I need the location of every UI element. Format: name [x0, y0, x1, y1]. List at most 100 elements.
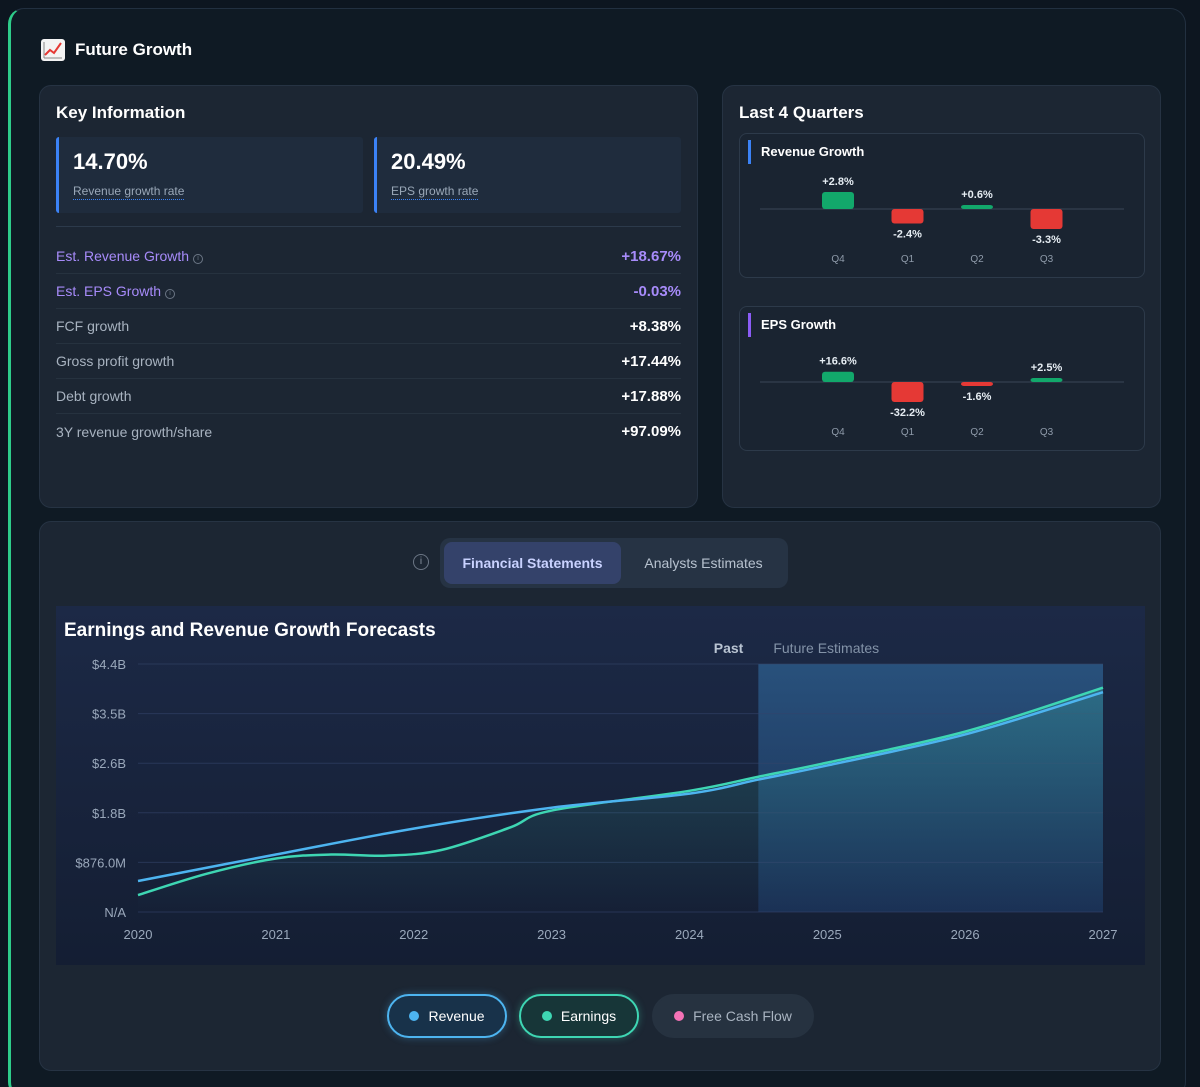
quarter-bar[interactable]: [822, 371, 854, 382]
metric-label: 3Y revenue growth/share: [56, 423, 213, 440]
quarter-label: Q2: [970, 254, 984, 265]
key-information-title: Key Information: [56, 103, 186, 122]
tab-analysts-estimates[interactable]: Analysts Estimates: [644, 555, 763, 571]
revenue-growth-quarters: Revenue Growth +2.8% Q4 -2.4% Q1 +0.6% Q2 -3.3…: [739, 133, 1145, 278]
section-header: Future Growth: [41, 39, 192, 61]
legend-dot: [409, 1011, 420, 1021]
chart-increasing-icon: [41, 39, 65, 61]
x-tick-label: 2023: [537, 927, 566, 942]
metric-label: Est. Revenue Growth: [56, 248, 190, 264]
kpi-label[interactable]: EPS growth rate: [391, 184, 479, 200]
quarter-label: Q2: [970, 427, 984, 438]
x-tick-label: 2026: [951, 927, 980, 942]
metric-label: Gross profit growth: [56, 353, 175, 369]
quarter-bar[interactable]: [961, 205, 993, 209]
metric-value: +17.88%: [621, 387, 681, 405]
quarter-label: Q3: [1040, 254, 1054, 265]
y-tick-label: $4.4B: [92, 657, 126, 672]
future-estimates-label: Future Estimates: [773, 640, 879, 656]
legend-dot: [541, 1011, 552, 1021]
y-tick-label: $876.0M: [75, 855, 126, 870]
metric-row-debt-growth: Debt growth +17.88%: [56, 379, 681, 414]
y-tick-label: $1.8B: [92, 806, 126, 821]
legend-label: Earnings: [560, 1008, 617, 1024]
past-label: Past: [714, 640, 744, 656]
statement-tabs: Financial Statements Analysts Estimates: [440, 538, 788, 588]
metric-row-gross-profit-growth: Gross profit growth +17.44%: [56, 344, 681, 379]
panel-title: Revenue Growth: [748, 140, 864, 164]
quarter-label: Q1: [901, 427, 915, 438]
kpi-value: 14.70%: [73, 149, 148, 174]
quarter-bar[interactable]: [891, 209, 924, 224]
series-line-earnings[interactable]: [137, 686, 1104, 897]
bar-value-label: -1.6%: [963, 391, 992, 403]
y-tick-label: $2.6B: [92, 756, 126, 771]
legend-label: Free Cash Flow: [693, 1008, 792, 1024]
eps-growth-quarters: EPS Growth +16.6% Q4 -32.2% Q1 -1.6% Q2 +2.5% Q…: [739, 306, 1145, 451]
bar-value-label: +2.8%: [822, 176, 854, 188]
quarter-label: Q1: [901, 254, 915, 265]
metric-row-3y-revenue-growth-share: 3Y revenue growth/share +97.09%: [56, 414, 681, 449]
y-tick-label: $3.5B: [92, 707, 126, 722]
metric-label: Est. EPS Growth: [56, 283, 162, 299]
kpi-revenue-growth-rate: 14.70% Revenue growth rate: [56, 137, 363, 213]
metric-value: +17.44%: [621, 352, 681, 370]
key-information-card: Key Information 14.70% Revenue growth ra…: [39, 85, 698, 508]
x-tick-label: 2020: [124, 927, 153, 942]
metric-value: +8.38%: [629, 317, 681, 335]
info-icon[interactable]: i: [165, 289, 176, 299]
info-icon[interactable]: i: [413, 554, 429, 570]
quarter-label: Q4: [831, 427, 845, 438]
legend-label: Revenue: [428, 1008, 485, 1024]
metric-row-fcf-growth: FCF growth +8.38%: [56, 309, 681, 344]
legend-earnings-toggle[interactable]: Earnings: [519, 994, 639, 1038]
chart-title: Earnings and Revenue Growth Forecasts: [64, 620, 436, 641]
metric-label: FCF growth: [56, 318, 130, 334]
tab-financial-statements[interactable]: Financial Statements: [444, 542, 621, 584]
panel-title: EPS Growth: [748, 313, 836, 337]
quarter-bar[interactable]: [1030, 378, 1063, 382]
kpi-eps-growth-rate: 20.49% EPS growth rate: [374, 137, 681, 213]
bar-value-label: -2.4%: [893, 229, 922, 241]
quarter-bar[interactable]: [961, 382, 993, 386]
bar-value-label: +0.6%: [961, 189, 993, 201]
divider: [56, 226, 681, 227]
last-4-quarters-title: Last 4 Quarters: [739, 103, 864, 122]
metric-row-est-eps-growth: Est. EPS Growth i -0.03%: [56, 274, 681, 309]
section-title: Future Growth: [75, 40, 193, 59]
legend-free-cash-flow-toggle[interactable]: Free Cash Flow: [652, 994, 814, 1038]
x-tick-label: 2027: [1089, 927, 1118, 942]
kpi-label[interactable]: Revenue growth rate: [73, 184, 185, 200]
forecast-chart-panel: Earnings and Revenue Growth Forecasts N/…: [56, 606, 1145, 965]
metric-label: Debt growth: [56, 388, 132, 404]
legend-revenue-toggle[interactable]: Revenue: [387, 994, 507, 1038]
quarter-bar[interactable]: [1030, 209, 1063, 229]
future-growth-section: Future Growth Key Information 14.70% Rev…: [8, 8, 1186, 1087]
bar-value-label: -32.2%: [890, 407, 925, 419]
revenue-growth-bars: +2.8% Q4 -2.4% Q1 +0.6% Q2 -3.3% Q3: [760, 176, 1124, 265]
metric-value: -0.03%: [633, 282, 681, 300]
eps-growth-bars: +16.6% Q4 -32.2% Q1 -1.6% Q2 +2.5% Q3: [760, 356, 1124, 438]
metric-value: +97.09%: [621, 423, 681, 440]
forecast-card: i Financial Statements Analysts Estimate…: [39, 521, 1161, 1071]
kpi-value: 20.49%: [391, 149, 466, 174]
quarter-label: Q4: [831, 254, 845, 265]
series-line-revenue[interactable]: [137, 690, 1104, 883]
legend-dot: [674, 1011, 685, 1021]
metric-row-est-revenue-growth: Est. Revenue Growth i +18.67%: [56, 239, 681, 274]
bar-value-label: +16.6%: [819, 356, 857, 368]
info-icon[interactable]: i: [193, 254, 204, 264]
quarter-bar[interactable]: [891, 382, 924, 402]
x-tick-label: 2024: [675, 927, 704, 942]
quarter-bar[interactable]: [822, 192, 854, 209]
x-tick-label: 2022: [399, 927, 428, 942]
quarter-label: Q3: [1040, 427, 1054, 438]
bar-value-label: +2.5%: [1031, 362, 1063, 374]
last-4-quarters-card: Last 4 Quarters Revenue Growth +2.8% Q4 -2…: [722, 85, 1161, 508]
x-tick-label: 2025: [813, 927, 842, 942]
bar-value-label: -3.3%: [1032, 234, 1061, 246]
forecast-chart: N/A $876.0M $1.8B $2.6B $3.5B $4.4B 2020 2021 20…: [75, 640, 1118, 942]
y-tick-label: N/A: [104, 905, 126, 920]
x-tick-label: 2021: [261, 927, 290, 942]
metric-value: +18.67%: [621, 247, 681, 265]
